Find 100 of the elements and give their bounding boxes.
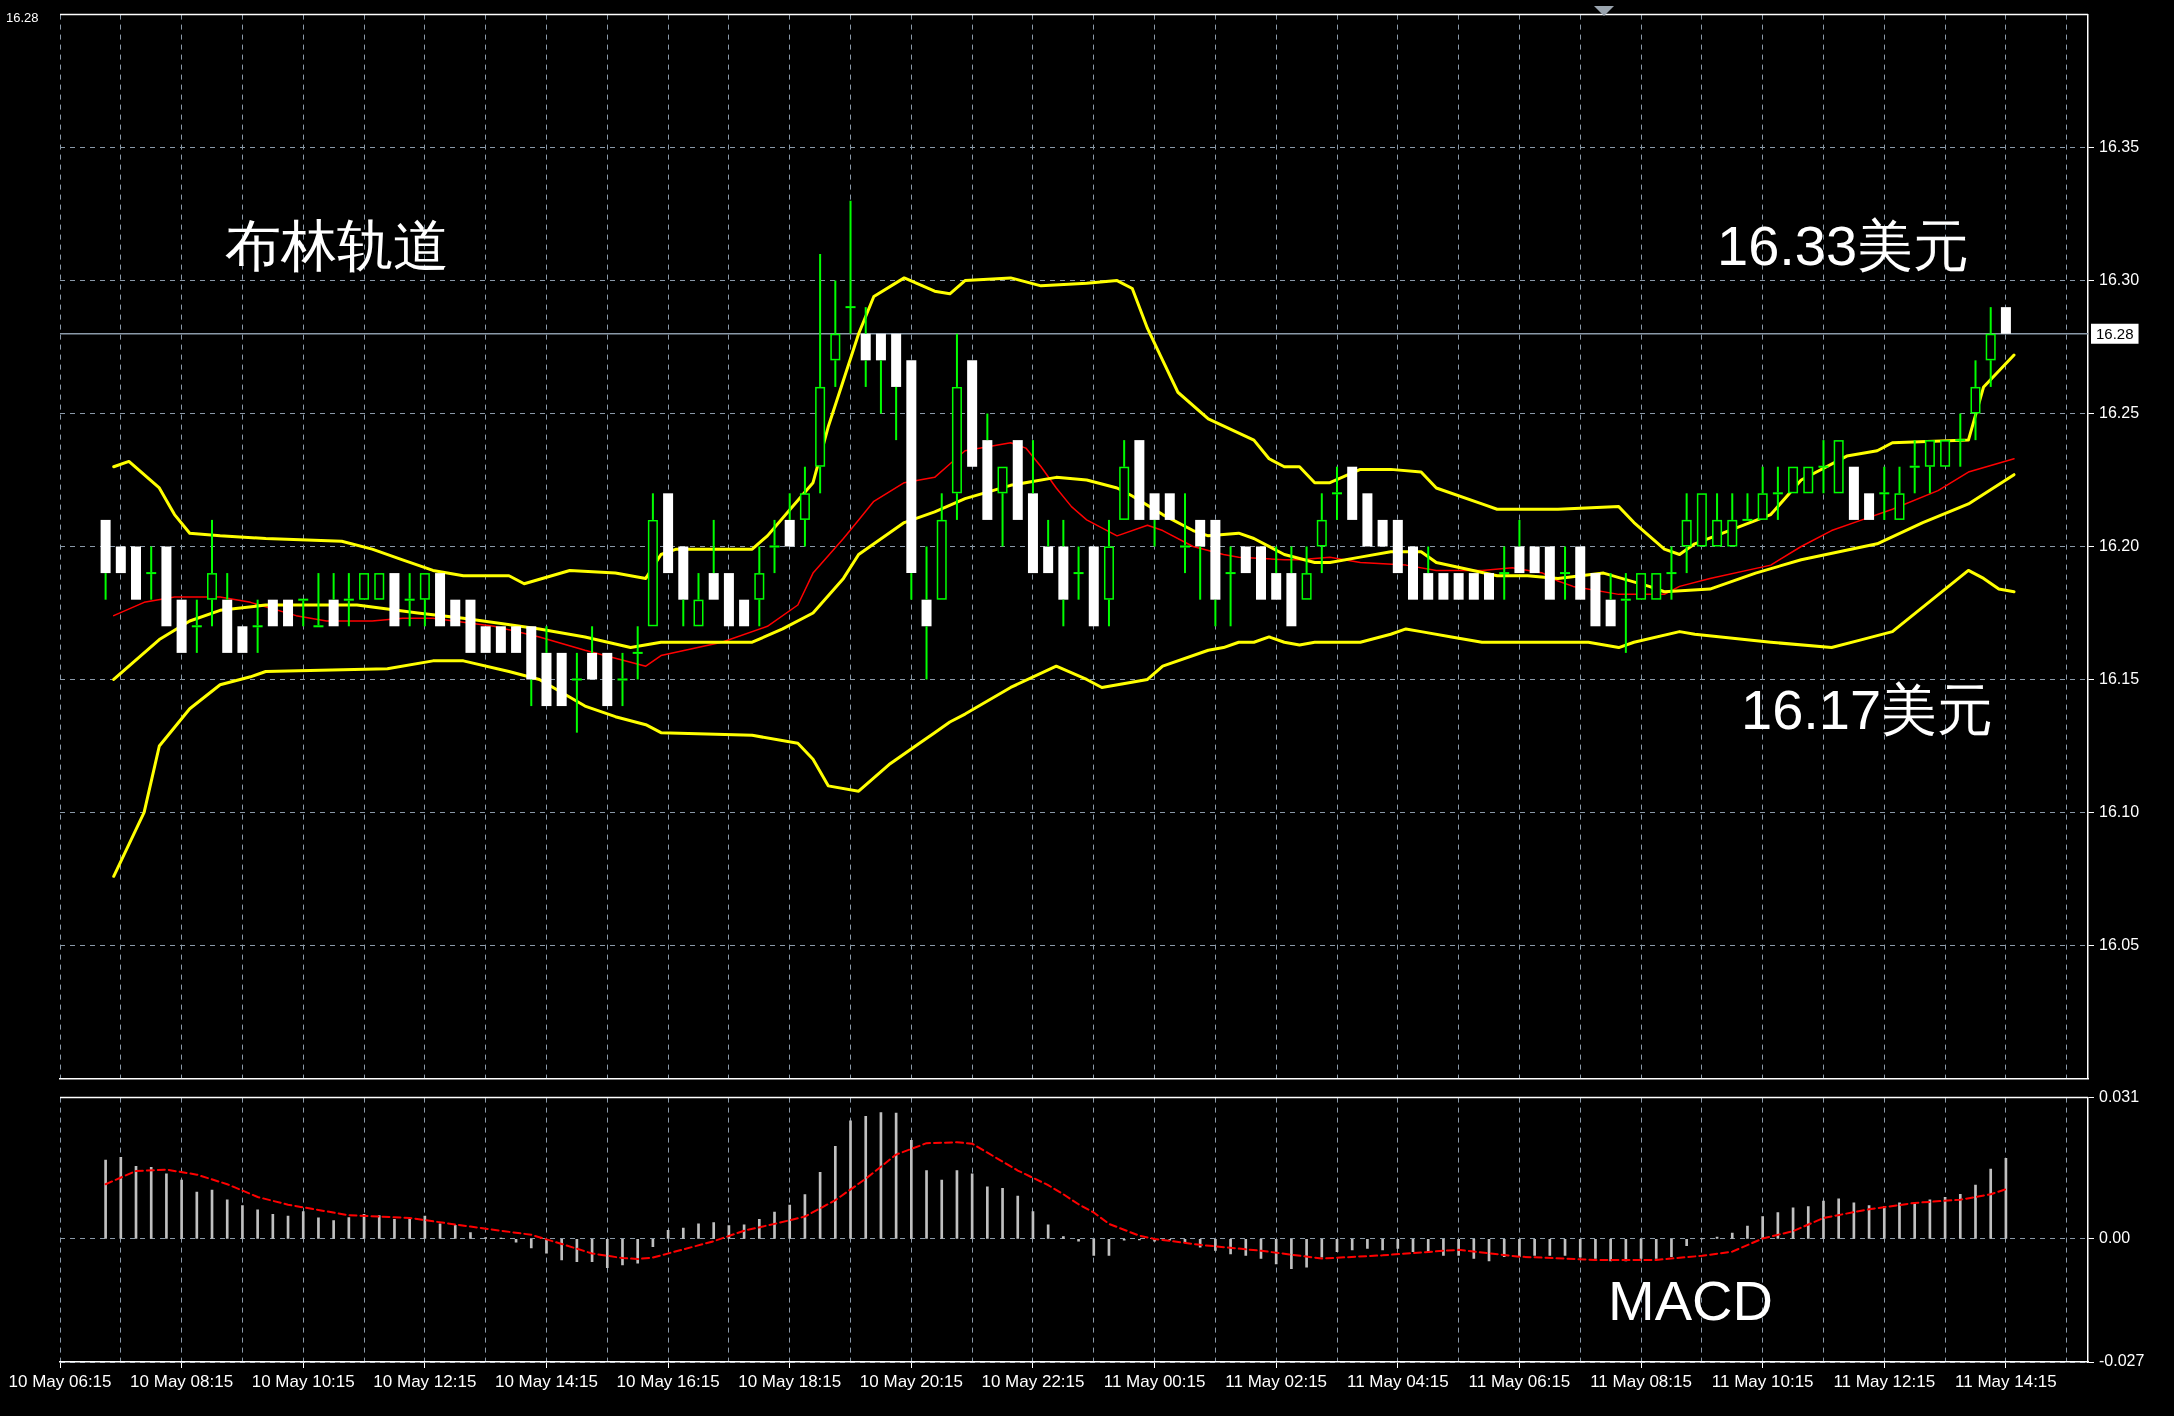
candlestick bbox=[1088, 546, 1099, 627]
candlestick bbox=[1301, 546, 1312, 600]
candlestick bbox=[784, 493, 795, 547]
candlestick bbox=[435, 573, 446, 627]
y-tick-label: -0.027 bbox=[2099, 1352, 2145, 1370]
candlestick bbox=[1940, 440, 1951, 467]
x-tick-label: 11 May 14:15 bbox=[1955, 1371, 2057, 1391]
x-tick-label: 10 May 12:15 bbox=[373, 1371, 477, 1391]
candlestick bbox=[1909, 440, 1920, 494]
y-tick-label: 16.15 bbox=[2099, 669, 2140, 687]
bar bbox=[119, 1156, 123, 1239]
candlestick bbox=[1742, 493, 1753, 521]
candlestick bbox=[571, 652, 582, 733]
bar bbox=[925, 1170, 928, 1239]
y-tick-label: 16.10 bbox=[2099, 802, 2140, 820]
bar bbox=[1654, 1239, 1658, 1259]
candlestick bbox=[1757, 466, 1768, 520]
bar bbox=[833, 1146, 837, 1239]
candlestick bbox=[1985, 307, 1996, 387]
candlestick bbox=[222, 573, 233, 653]
candlestick bbox=[1377, 519, 1388, 547]
candlestick bbox=[1438, 573, 1449, 600]
bar bbox=[1806, 1206, 1810, 1239]
bar bbox=[1989, 1168, 1993, 1239]
x-tick-label: 10 May 16:15 bbox=[616, 1371, 720, 1391]
candlestick bbox=[997, 466, 1008, 547]
candlestick bbox=[1012, 440, 1023, 520]
candlestick bbox=[815, 253, 826, 494]
bar bbox=[332, 1220, 335, 1239]
candlestick bbox=[769, 519, 780, 574]
candlestick bbox=[1468, 573, 1479, 600]
bar bbox=[1214, 1239, 1217, 1251]
bar bbox=[1077, 1239, 1080, 1242]
candlestick bbox=[891, 333, 902, 441]
bar bbox=[910, 1140, 913, 1239]
bar bbox=[1898, 1202, 1901, 1239]
candlestick bbox=[161, 546, 172, 627]
candlestick bbox=[1316, 493, 1327, 574]
candlestick bbox=[450, 599, 461, 627]
candlestick bbox=[1848, 466, 1859, 520]
candlestick bbox=[374, 573, 385, 600]
candlestick bbox=[723, 573, 734, 627]
bar bbox=[1472, 1239, 1476, 1259]
candlestick bbox=[100, 519, 111, 600]
x-tick-label: 11 May 06:15 bbox=[1468, 1371, 1571, 1391]
candlestick bbox=[1772, 466, 1783, 520]
bar bbox=[1381, 1239, 1384, 1251]
candlestick bbox=[465, 599, 476, 653]
bar bbox=[1533, 1239, 1536, 1256]
x-tick-label: 11 May 12:15 bbox=[1833, 1371, 1936, 1391]
x-tick-label: 11 May 00:15 bbox=[1103, 1371, 1206, 1391]
bar bbox=[1913, 1202, 1917, 1239]
candlestick bbox=[587, 626, 598, 680]
bar bbox=[301, 1211, 305, 1239]
candlestick bbox=[1179, 493, 1190, 574]
y-tick-label: 16.25 bbox=[2099, 403, 2140, 421]
candlestick bbox=[1970, 360, 1981, 441]
candlestick bbox=[131, 546, 142, 600]
bar bbox=[636, 1239, 640, 1264]
bar bbox=[1396, 1239, 1400, 1249]
y-tick-label: 16.30 bbox=[2099, 270, 2140, 288]
candlestick bbox=[875, 333, 886, 414]
candlestick bbox=[2000, 307, 2011, 334]
candlestick bbox=[951, 333, 962, 520]
bar bbox=[681, 1227, 685, 1239]
candlestick bbox=[1712, 493, 1723, 547]
bar bbox=[225, 1199, 229, 1239]
bar bbox=[149, 1167, 153, 1239]
candlestick bbox=[480, 626, 491, 653]
candlestick bbox=[1073, 546, 1084, 600]
bar bbox=[1092, 1239, 1096, 1256]
candlestick bbox=[343, 573, 354, 627]
x-tick-label: 10 May 10:15 bbox=[251, 1371, 355, 1391]
candlestick bbox=[1727, 493, 1738, 547]
candlestick bbox=[1332, 466, 1342, 520]
candlestick bbox=[1879, 466, 1890, 520]
bar bbox=[1822, 1200, 1825, 1239]
candlestick bbox=[283, 599, 294, 627]
candlestick bbox=[495, 626, 506, 653]
bar bbox=[453, 1224, 457, 1239]
candlestick bbox=[1134, 440, 1145, 520]
annotation: 16.17美元 bbox=[1741, 678, 1994, 742]
bar bbox=[1320, 1239, 1324, 1258]
candlestick bbox=[1636, 573, 1647, 600]
bar bbox=[393, 1218, 396, 1239]
candlestick bbox=[237, 626, 248, 653]
bar bbox=[560, 1239, 564, 1261]
annotation: MACD bbox=[1608, 1269, 1773, 1333]
candlestick bbox=[1240, 546, 1251, 574]
candlestick bbox=[1666, 546, 1677, 600]
candlestick bbox=[1605, 573, 1616, 627]
candlestick bbox=[663, 493, 674, 574]
candlestick bbox=[678, 546, 689, 627]
candlestick bbox=[1894, 466, 1905, 520]
candlestick bbox=[1255, 546, 1266, 600]
candlestick bbox=[1651, 573, 1662, 600]
bar bbox=[1685, 1239, 1688, 1247]
bar bbox=[377, 1215, 381, 1239]
bar bbox=[1746, 1225, 1749, 1239]
candlestick bbox=[115, 546, 126, 574]
